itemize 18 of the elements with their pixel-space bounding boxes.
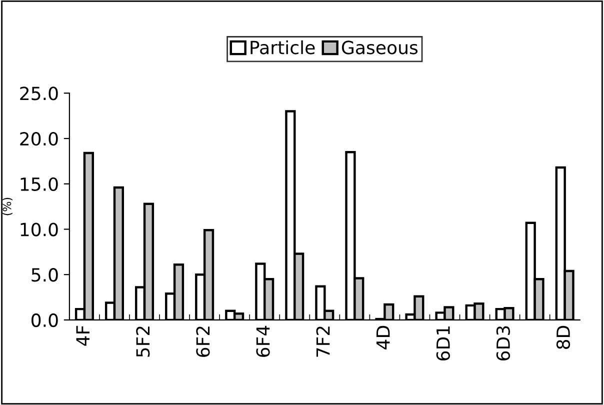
y-tick-label: 0.0 (32, 313, 58, 328)
y-tick-label: 5.0 (32, 268, 58, 282)
y-tick-label: 15.0 (20, 177, 58, 191)
x-tick-label: 5F2 (136, 326, 150, 357)
x-tick-label: 6D1 (436, 326, 450, 360)
y-tick-label: 25.0 (20, 86, 58, 100)
x-tick-label: 8D (556, 326, 570, 349)
x-tick-label: 6F4 (256, 326, 270, 357)
x-tick-label: 4D (376, 326, 390, 350)
x-tick-label: 4F (76, 326, 90, 346)
y-tick-label: 20.0 (20, 132, 58, 146)
x-tick-label: 7F2 (316, 326, 330, 357)
y-tick-label: 10.0 (20, 222, 58, 236)
legend-label: Gaseous (342, 40, 418, 54)
x-tick-label: 6D3 (496, 326, 510, 360)
legend-label: Particle (250, 40, 315, 54)
x-tick-label: 6F2 (196, 326, 210, 357)
y-axis-title: (%) (2, 198, 12, 216)
